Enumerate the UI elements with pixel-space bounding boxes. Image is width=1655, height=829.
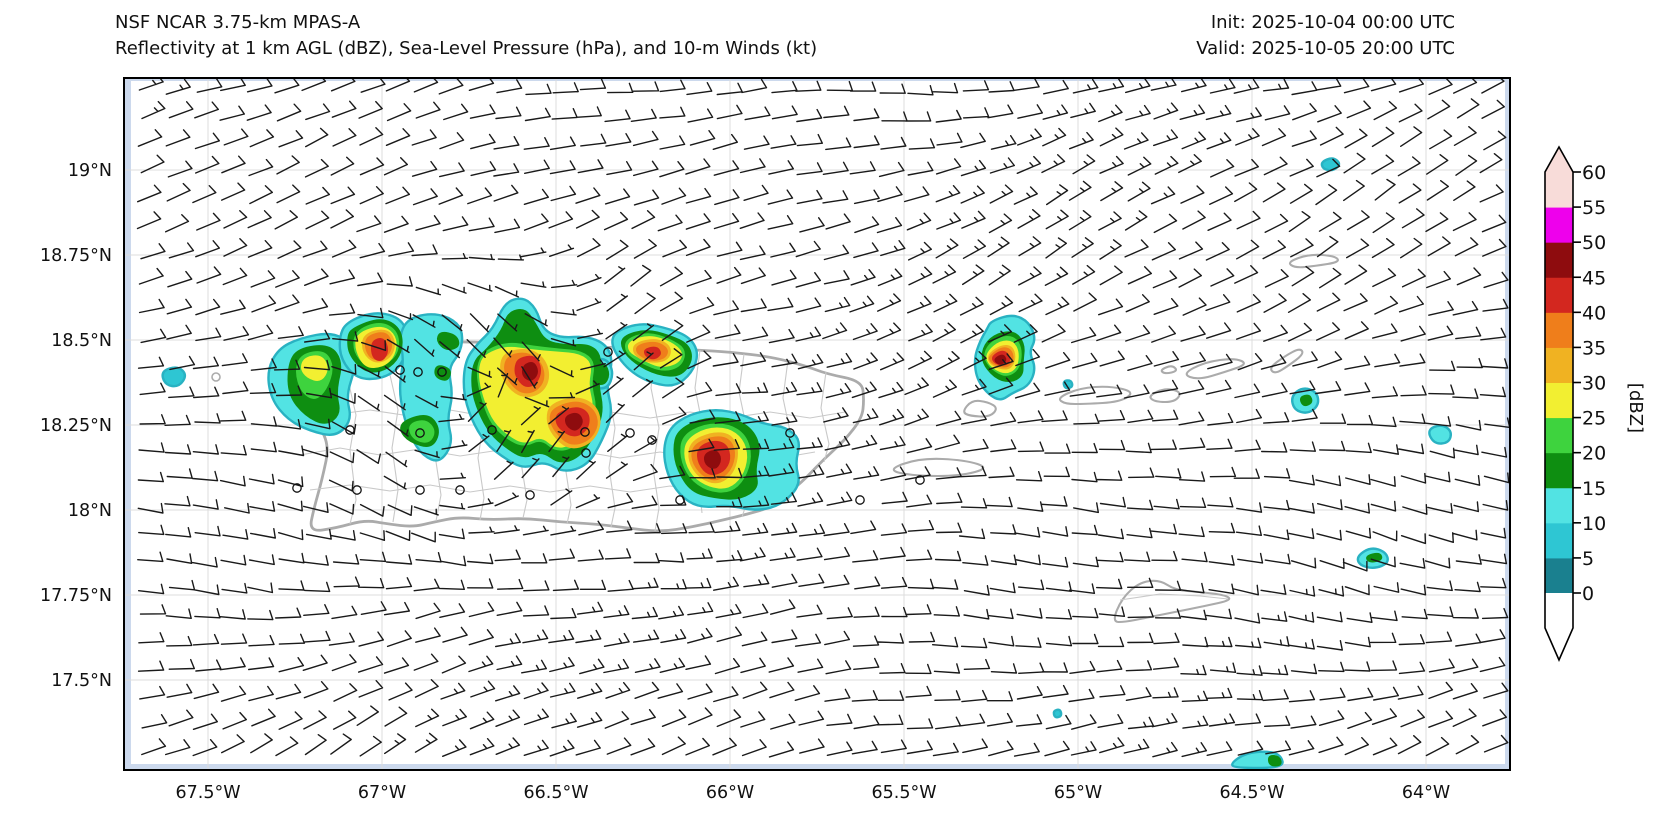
colorbar-segment <box>1545 347 1573 383</box>
colorbar-segment <box>1545 277 1573 313</box>
colorbar-tick-label: 50 <box>1582 232 1606 254</box>
init-time: Init: 2025-10-04 00:00 UTC <box>1210 12 1455 33</box>
colorbar-tick-label: 15 <box>1582 478 1606 500</box>
reflectivity-cell <box>1299 394 1313 407</box>
x-tick-label: 64.5°W <box>1219 783 1284 803</box>
anegada-coastline <box>1288 253 1339 269</box>
colorbar-tick-label: 20 <box>1582 443 1606 465</box>
colorbar-segment <box>1545 417 1573 454</box>
colorbar-tick-label: 0 <box>1582 583 1594 605</box>
st-thomas-coastline <box>1058 385 1132 406</box>
colorbar-tick-label: 40 <box>1582 302 1606 324</box>
map-border <box>123 77 1511 771</box>
x-tick-label: 66.5°W <box>523 783 588 803</box>
time-block: Init: 2025-10-04 00:00 UTC Valid: 2025-1… <box>1196 10 1455 62</box>
jost-van-dyke-coastline <box>1160 365 1177 375</box>
x-axis: 67.5°W 67°W 66.5°W 66°W 65.5°W 65°W 64.5°W 64°W <box>175 783 1450 803</box>
reflectivity-cell <box>1366 552 1383 563</box>
model-title: NSF NCAR 3.75-km MPAS-A <box>115 12 361 33</box>
colorbar-segment <box>1545 172 1573 208</box>
colorbar-tick-label: 45 <box>1582 267 1606 289</box>
y-tick-label: 18.25°N <box>40 416 112 436</box>
colorbar-segment <box>1545 207 1573 243</box>
title-block: NSF NCAR 3.75-km MPAS-A Reflectivity at … <box>115 10 817 62</box>
reflectivity-field <box>161 157 1453 769</box>
x-tick-label: 67.5°W <box>175 783 240 803</box>
colorbar-tick-label: 35 <box>1582 337 1606 359</box>
x-tick-label: 65°W <box>1054 783 1102 803</box>
x-tick-label: 66°W <box>706 783 754 803</box>
y-tick-label: 17.5°N <box>51 671 112 691</box>
y-tick-label: 18.75°N <box>40 246 112 266</box>
colorbar-tick-label: 55 <box>1582 197 1606 219</box>
colorbar-segment <box>1545 557 1573 594</box>
reflectivity-cell <box>161 366 187 388</box>
colorbar-under-segment <box>1545 593 1573 628</box>
y-tick-label: 17.75°N <box>40 586 112 606</box>
wind-barbs <box>136 79 1509 758</box>
y-axis: 19°N 18.75°N 18.5°N 18.25°N 18°N 17.75°N 17.5°… <box>40 161 112 691</box>
desecheo-coastline <box>211 372 221 382</box>
virgin-gorda-coastline <box>1270 348 1304 374</box>
colorbar-segment <box>1545 312 1573 348</box>
colorbar: 0 5 10 15 20 25 30 35 40 45 50 55 60 [dBZ] <box>1544 145 1646 662</box>
map-content <box>125 79 1509 769</box>
reflectivity-cell <box>1267 754 1282 767</box>
y-tick-label: 19°N <box>68 161 112 181</box>
x-tick-label: 67°W <box>358 783 406 803</box>
graticule <box>125 79 1509 769</box>
x-tick-label: 64°W <box>1402 783 1450 803</box>
colorbar-over-arrow <box>1545 147 1573 172</box>
reflectivity-cell <box>1052 708 1063 719</box>
colorbar-segment <box>1545 382 1573 419</box>
reflectivity-cell <box>1320 157 1341 172</box>
tortola-coastline <box>1185 358 1245 380</box>
colorbar-segment <box>1545 487 1573 524</box>
reflectivity-cell <box>409 420 435 443</box>
reflectivity-cell <box>703 450 721 469</box>
culebra-coastline <box>963 399 997 418</box>
y-tick-label: 18.5°N <box>51 331 112 351</box>
reflectivity-cell <box>370 338 389 362</box>
colorbar-tick-label: 30 <box>1582 373 1606 395</box>
colorbar-under-arrow <box>1545 628 1573 660</box>
colorbar-segment <box>1545 242 1573 278</box>
colorbar-tick-label: 5 <box>1582 548 1594 570</box>
reflectivity-cell <box>564 412 583 431</box>
colorbar-unit-label: [dBZ] <box>1625 383 1646 433</box>
colorbar-segment <box>1545 522 1573 559</box>
colorbar-segment <box>1545 452 1573 489</box>
reflectivity-cell <box>994 354 1007 365</box>
reflectivity-cell <box>436 331 460 351</box>
valid-time: Valid: 2025-10-05 20:00 UTC <box>1196 38 1455 60</box>
reflectivity-cell <box>1428 424 1453 445</box>
colorbar-tick-label: 10 <box>1582 513 1606 535</box>
y-tick-label: 18°N <box>68 501 112 521</box>
x-tick-label: 65.5°W <box>871 783 936 803</box>
colorbar-tick-label: 60 <box>1582 162 1606 184</box>
vieques-coastline <box>892 457 985 478</box>
calm-wind-circles <box>292 347 925 505</box>
colorbar-tick-label: 25 <box>1582 408 1606 430</box>
plot-subtitle: Reflectivity at 1 km AGL (dBZ), Sea-Leve… <box>115 38 818 60</box>
